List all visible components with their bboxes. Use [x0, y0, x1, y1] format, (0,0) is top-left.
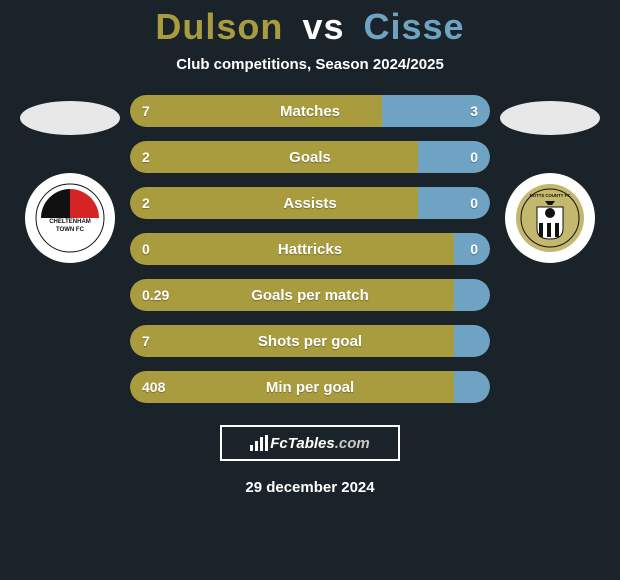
watermark-text: FcTables.com — [270, 435, 369, 452]
stat-value-right: 0 — [470, 195, 478, 211]
stat-value-right: 0 — [470, 149, 478, 165]
player2-avatar-placeholder — [500, 101, 600, 135]
stat-value-left: 2 — [142, 149, 150, 165]
stat-label: Goals per match — [130, 287, 490, 304]
stat-label: Hattricks — [130, 241, 490, 258]
svg-text:TOWN FC: TOWN FC — [56, 227, 85, 233]
stat-row: Goals2 0 — [130, 141, 490, 173]
stat-row: Hattricks0 0 — [130, 233, 490, 265]
stats-column: Matches73Goals20Assists20Hattricks00Goal… — [130, 95, 490, 403]
chart-bars-icon — [250, 435, 268, 451]
stat-value-left: 0.29 — [142, 287, 169, 303]
stat-row: Shots per goal7 — [130, 325, 490, 357]
player2-club-badge: NOTTS COUNTY FC — [505, 173, 595, 263]
stat-label: Shots per goal — [130, 333, 490, 350]
stat-value-left: 7 — [142, 103, 150, 119]
stat-label: Assists — [130, 195, 490, 212]
player1-avatar-placeholder — [20, 101, 120, 135]
watermark-bold: FcTables — [270, 435, 334, 452]
stat-row: Min per goal408 — [130, 371, 490, 403]
left-side: CHELTENHAM TOWN FC — [10, 95, 130, 263]
player1-club-badge: CHELTENHAM TOWN FC — [25, 173, 115, 263]
date: 29 december 2024 — [245, 479, 374, 496]
stat-value-left: 408 — [142, 379, 165, 395]
page-title: Dulson vs Cisse — [155, 6, 464, 48]
stat-value-left: 0 — [142, 241, 150, 257]
stat-row: Goals per match0.29 — [130, 279, 490, 311]
watermark-dim: .com — [335, 435, 370, 452]
stat-label: Min per goal — [130, 379, 490, 396]
subtitle: Club competitions, Season 2024/2025 — [176, 56, 444, 73]
svg-text:NOTTS COUNTY FC: NOTTS COUNTY FC — [530, 193, 571, 198]
right-side: NOTTS COUNTY FC — [490, 95, 610, 263]
cheltenham-badge-icon: CHELTENHAM TOWN FC — [35, 183, 105, 253]
stat-value-right: 3 — [470, 103, 478, 119]
comparison-card: Dulson vs Cisse Club competitions, Seaso… — [0, 0, 620, 580]
stat-row: Matches7 3 — [130, 95, 490, 127]
notts-county-badge-icon: NOTTS COUNTY FC — [515, 183, 585, 253]
vs-separator: vs — [302, 6, 344, 47]
body-row: CHELTENHAM TOWN FC Matches73Goals20Assis… — [0, 95, 620, 403]
stat-label: Goals — [130, 149, 490, 166]
stat-value-left: 2 — [142, 195, 150, 211]
stat-row: Assists2 0 — [130, 187, 490, 219]
svg-text:CHELTENHAM: CHELTENHAM — [49, 219, 91, 225]
player2-name: Cisse — [364, 6, 465, 47]
stat-value-right: 0 — [470, 241, 478, 257]
stat-value-left: 7 — [142, 333, 150, 349]
watermark: FcTables.com — [220, 425, 400, 461]
player1-name: Dulson — [155, 6, 283, 47]
stat-label: Matches — [130, 103, 490, 120]
